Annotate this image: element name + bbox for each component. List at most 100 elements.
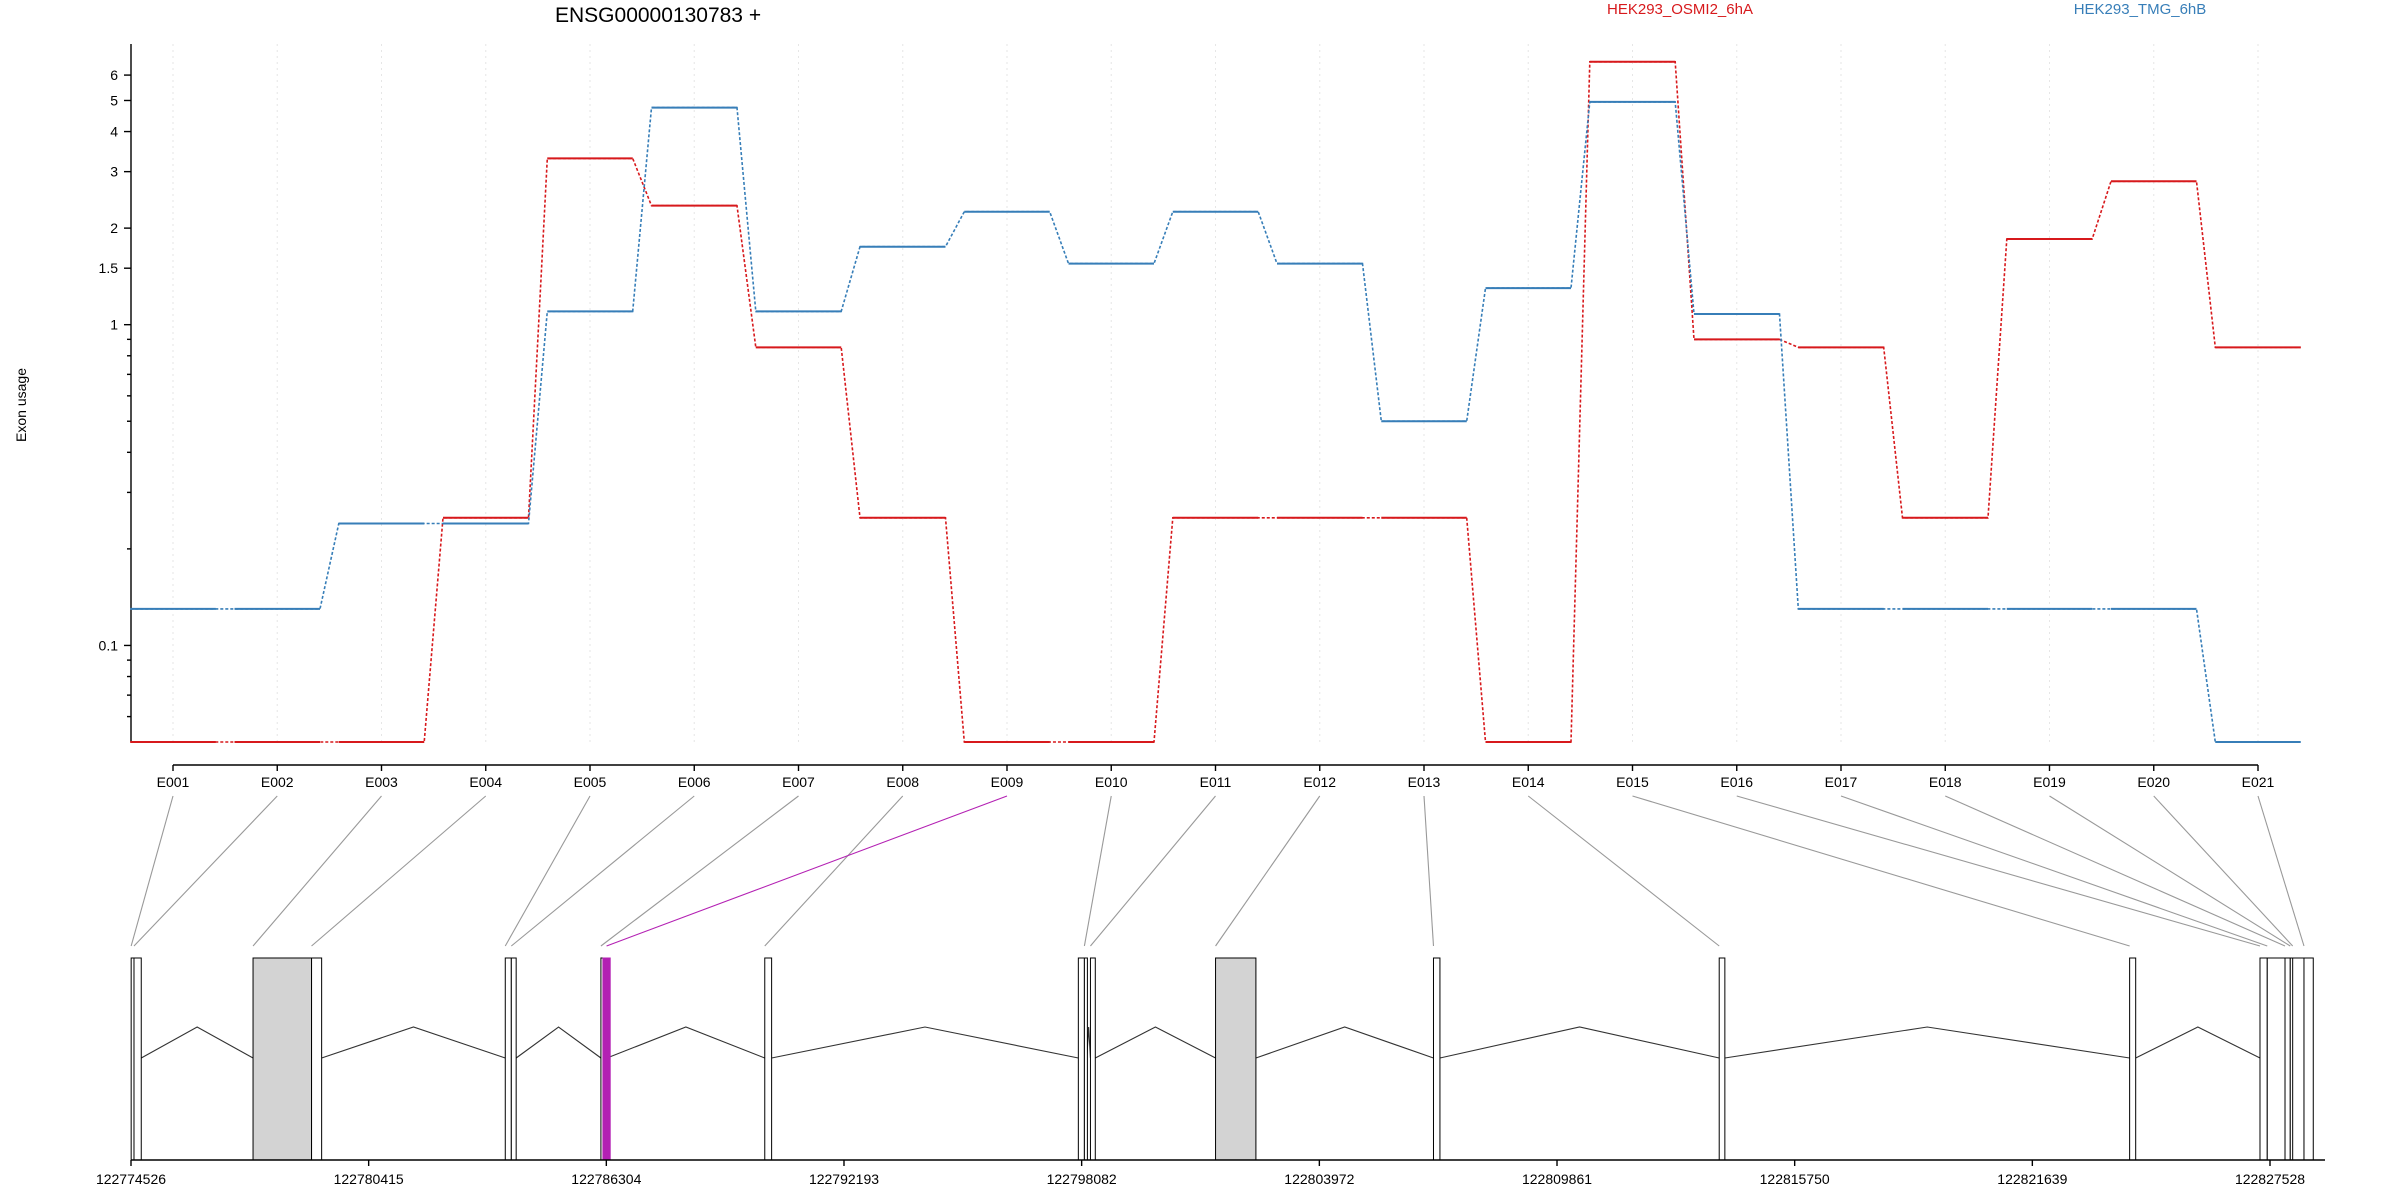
intron-1 (140, 1026, 254, 1059)
exon-box-e018 (2284, 957, 2291, 1161)
x-tick-label-e021: E021 (2242, 774, 2275, 790)
connector-e001 (130, 795, 174, 947)
coord-tick-label-122786304: 122786304 (571, 1171, 641, 1187)
connector-e010 (1083, 795, 1112, 947)
connector-e013 (1423, 795, 1435, 947)
legend-series-1: HEK293_OSMI2_6hA (1607, 1, 1753, 18)
connector-e016 (1736, 795, 2261, 947)
connector-e018 (1945, 795, 2286, 947)
connector-e021 (2257, 795, 2305, 947)
connector-e012 (1215, 795, 1321, 947)
intron-8 (1255, 1026, 1434, 1059)
y-tick-label: 1 (110, 317, 118, 333)
intron-10 (1724, 1026, 2130, 1059)
y-tick-label: 4 (110, 124, 118, 140)
intron-3 (515, 1026, 602, 1059)
intron-4 (606, 1026, 765, 1059)
connector-e015 (1632, 795, 2130, 947)
coord-tick-label-122792193: 122792193 (809, 1171, 879, 1187)
connector-e005 (504, 795, 591, 947)
connector-e014 (1527, 795, 1720, 947)
series-2 (130, 100, 2301, 743)
connector-e008 (764, 795, 904, 947)
y-tick-label: 3 (110, 164, 118, 180)
exon-box-e004 (311, 957, 323, 1161)
x-axis-ticks: E001 E002 E003 E004 E005 E006 E007 E008 E009 E010… (157, 765, 2275, 790)
connector-e002 (133, 795, 278, 947)
exon-box-e021 (2303, 957, 2314, 1161)
coord-tick-label-122809861: 122809861 (1522, 1171, 1592, 1187)
grid-lines (172, 44, 2259, 742)
series-1 (130, 60, 2301, 743)
x-tick-label-e004: E004 (469, 774, 502, 790)
y-axis-ticks: 0.1 1 1.5 2 3 4 5 6 (99, 67, 131, 718)
coord-tick-label-122821639: 122821639 (1997, 1171, 2067, 1187)
exon-box-e011 (1089, 957, 1096, 1161)
gene-model (130, 957, 2314, 1161)
y-axis-label: Exon usage (13, 368, 29, 442)
y-tick-label: 1.5 (99, 260, 119, 276)
connector-e007 (600, 795, 799, 947)
exon-box-e016 (2259, 957, 2268, 1161)
x-tick-label-e010: E010 (1095, 774, 1128, 790)
connector-e004 (311, 795, 487, 947)
x-tick-label-e007: E007 (782, 774, 815, 790)
exon-box-e012 (1215, 957, 1257, 1161)
exon-box-e010 (1083, 957, 1088, 1161)
y-tick-label: 6 (110, 67, 118, 83)
exon-box-e015 (2129, 957, 2137, 1161)
connector-e009 (606, 795, 1008, 947)
series-lines (130, 60, 2301, 743)
exon-box-e005 (504, 957, 512, 1161)
exon-box-e003 (252, 957, 313, 1161)
connector-e019 (2049, 795, 2291, 947)
connector-e020 (2153, 795, 2294, 947)
exon-box-e014 (1718, 957, 1726, 1161)
x-tick-label-e006: E006 (678, 774, 711, 790)
x-tick-label-e001: E001 (157, 774, 190, 790)
coord-tick-label-122780415: 122780415 (334, 1171, 404, 1187)
coord-tick-label-122798082: 122798082 (1047, 1171, 1117, 1187)
x-tick-label-e013: E013 (1408, 774, 1441, 790)
intron-7 (1095, 1026, 1216, 1059)
coord-tick-label-122803972: 122803972 (1284, 1171, 1354, 1187)
x-tick-label-e018: E018 (1929, 774, 1962, 790)
x-tick-label-e017: E017 (1825, 774, 1858, 790)
connector-e011 (1090, 795, 1216, 947)
coord-tick-label-122774526: 122774526 (96, 1171, 166, 1187)
legend-series-2: HEK293_TMG_6hB (2074, 1, 2207, 18)
exon-connector-lines (130, 795, 2305, 947)
exon-box-e009 (1077, 957, 1085, 1161)
y-tick-label: 2 (110, 220, 118, 236)
x-tick-label-e009: E009 (991, 774, 1024, 790)
highlighted-exon-box (602, 957, 611, 1161)
intron-5 (771, 1026, 1079, 1059)
connector-e003 (252, 795, 382, 947)
intron-9 (1439, 1026, 1720, 1059)
x-tick-label-e008: E008 (886, 774, 919, 790)
x-tick-label-e014: E014 (1512, 774, 1545, 790)
y-tick-label: 0.1 (99, 637, 119, 653)
x-tick-label-e019: E019 (2033, 774, 2066, 790)
coordinate-ticks: 122774526 122780415 122786304 122792193 1227… (96, 1160, 2305, 1187)
x-tick-label-e002: E002 (261, 774, 294, 790)
x-tick-label-e012: E012 (1303, 774, 1336, 790)
intron-11 (2135, 1026, 2261, 1059)
connector-e006 (510, 795, 695, 947)
intron-2 (321, 1026, 506, 1059)
gene-title: ENSG00000130783 + (555, 4, 761, 27)
connector-e017 (1840, 795, 2268, 947)
x-tick-label-e003: E003 (365, 774, 398, 790)
exon-box-e008 (764, 957, 773, 1161)
coord-tick-label-122815750: 122815750 (1760, 1171, 1830, 1187)
coord-tick-label-122827528: 122827528 (2235, 1171, 2305, 1187)
x-tick-label-e011: E011 (1200, 774, 1232, 790)
y-tick-label: 5 (110, 92, 118, 108)
exon-box-e020 (2292, 957, 2305, 1161)
exon-box-e017 (2266, 957, 2286, 1161)
exon-box-e002 (133, 957, 142, 1161)
x-tick-label-e015: E015 (1616, 774, 1649, 790)
x-tick-label-e020: E020 (2137, 774, 2170, 790)
exon-box-e006 (510, 957, 517, 1161)
